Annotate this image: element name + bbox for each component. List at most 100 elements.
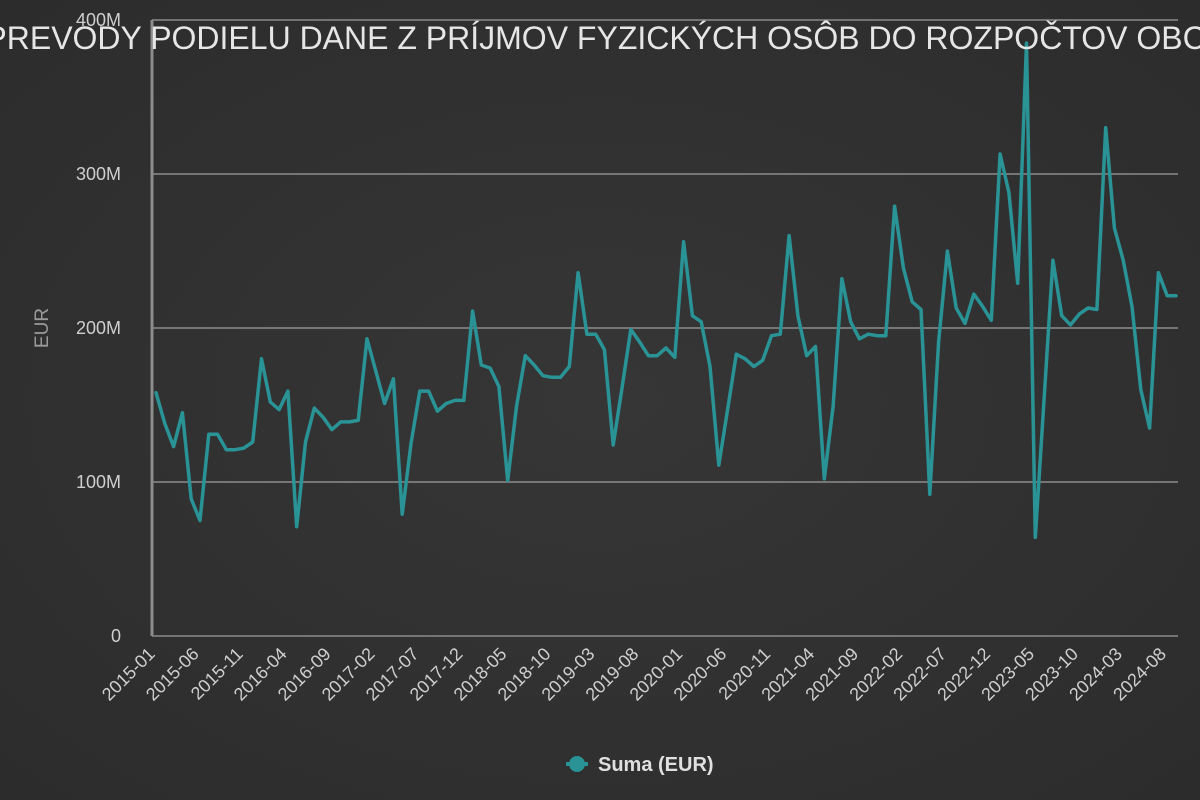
data-point[interactable] [1006, 190, 1012, 196]
data-point[interactable] [566, 364, 572, 370]
data-point[interactable] [1164, 293, 1170, 299]
data-point[interactable] [918, 307, 924, 313]
data-point[interactable] [980, 303, 986, 309]
data-point[interactable] [1103, 125, 1109, 131]
data-point[interactable] [276, 407, 282, 413]
data-point[interactable] [171, 444, 177, 450]
data-point[interactable] [399, 511, 405, 517]
data-point[interactable] [1173, 293, 1179, 299]
data-point[interactable] [478, 362, 484, 368]
data-point[interactable] [206, 431, 212, 437]
data-point[interactable] [1120, 257, 1126, 263]
data-point[interactable] [496, 384, 502, 390]
data-point[interactable] [434, 408, 440, 414]
data-point[interactable] [355, 417, 361, 423]
data-point[interactable] [610, 442, 616, 448]
data-point[interactable] [830, 404, 836, 410]
data-point[interactable] [162, 421, 168, 427]
data-point[interactable] [382, 401, 388, 407]
data-point[interactable] [487, 365, 493, 371]
data-point[interactable] [645, 353, 651, 359]
data-point[interactable] [329, 427, 335, 433]
data-point[interactable] [900, 265, 906, 271]
data-point[interactable] [505, 478, 511, 484]
data-point[interactable] [1068, 322, 1074, 328]
data-point[interactable] [927, 491, 933, 497]
data-point[interactable] [1094, 307, 1100, 313]
data-point[interactable] [672, 354, 678, 360]
data-point[interactable] [514, 404, 520, 410]
data-point[interactable] [179, 410, 185, 416]
data-point[interactable] [584, 331, 590, 337]
data-point[interactable] [733, 351, 739, 357]
data-point[interactable] [601, 347, 607, 353]
data-point[interactable] [188, 496, 194, 502]
data-point[interactable] [373, 368, 379, 374]
data-point[interactable] [215, 431, 221, 437]
data-point[interactable] [267, 399, 273, 405]
data-point[interactable] [452, 397, 458, 403]
data-point[interactable] [320, 414, 326, 420]
data-point[interactable] [1015, 280, 1021, 286]
data-point[interactable] [1032, 534, 1038, 540]
data-point[interactable] [663, 345, 669, 351]
data-point[interactable] [426, 388, 432, 394]
data-point[interactable] [1085, 305, 1091, 311]
data-point[interactable] [988, 317, 994, 323]
data-point[interactable] [628, 327, 634, 333]
data-point[interactable] [848, 319, 854, 325]
data-point[interactable] [786, 233, 792, 239]
data-point[interactable] [223, 447, 229, 453]
data-point[interactable] [777, 331, 783, 337]
data-point[interactable] [1129, 303, 1135, 309]
data-point[interactable] [1147, 425, 1153, 431]
data-point[interactable] [1111, 225, 1117, 231]
data-point[interactable] [725, 407, 731, 413]
data-point[interactable] [1155, 270, 1161, 276]
data-point[interactable] [259, 356, 265, 362]
data-point[interactable] [997, 151, 1003, 157]
data-point[interactable] [1076, 311, 1082, 317]
data-point[interactable] [883, 333, 889, 339]
data-point[interactable] [698, 319, 704, 325]
data-point[interactable] [303, 439, 309, 445]
data-point[interactable] [531, 362, 537, 368]
data-point[interactable] [795, 313, 801, 319]
data-point[interactable] [751, 364, 757, 370]
data-point[interactable] [944, 248, 950, 254]
data-point[interactable] [1041, 396, 1047, 402]
data-point[interactable] [716, 462, 722, 468]
data-point[interactable] [443, 401, 449, 407]
data-point[interactable] [619, 385, 625, 391]
data-point[interactable] [461, 397, 467, 403]
data-point[interactable] [549, 374, 555, 380]
data-point[interactable] [390, 376, 396, 382]
data-point[interactable] [813, 344, 819, 350]
data-point[interactable] [804, 353, 810, 359]
data-point[interactable] [874, 333, 880, 339]
data-point[interactable] [346, 419, 352, 425]
data-point[interactable] [953, 305, 959, 311]
data-point[interactable] [153, 390, 159, 396]
data-point[interactable] [892, 203, 898, 209]
data-point[interactable] [821, 476, 827, 482]
data-point[interactable] [558, 374, 564, 380]
data-point[interactable] [760, 357, 766, 363]
data-point[interactable] [338, 419, 344, 425]
data-point[interactable] [681, 239, 687, 245]
data-point[interactable] [654, 353, 660, 359]
data-point[interactable] [769, 333, 775, 339]
data-point[interactable] [707, 364, 713, 370]
data-point[interactable] [470, 308, 476, 314]
data-point[interactable] [971, 291, 977, 297]
data-point[interactable] [522, 353, 528, 359]
data-point[interactable] [311, 405, 317, 411]
data-point[interactable] [1050, 257, 1056, 263]
data-point[interactable] [593, 331, 599, 337]
legend[interactable]: Suma (EUR) [566, 754, 714, 776]
data-point[interactable] [285, 388, 291, 394]
data-point[interactable] [575, 270, 581, 276]
data-point[interactable] [637, 339, 643, 345]
data-point[interactable] [1059, 313, 1065, 319]
data-point[interactable] [839, 276, 845, 282]
